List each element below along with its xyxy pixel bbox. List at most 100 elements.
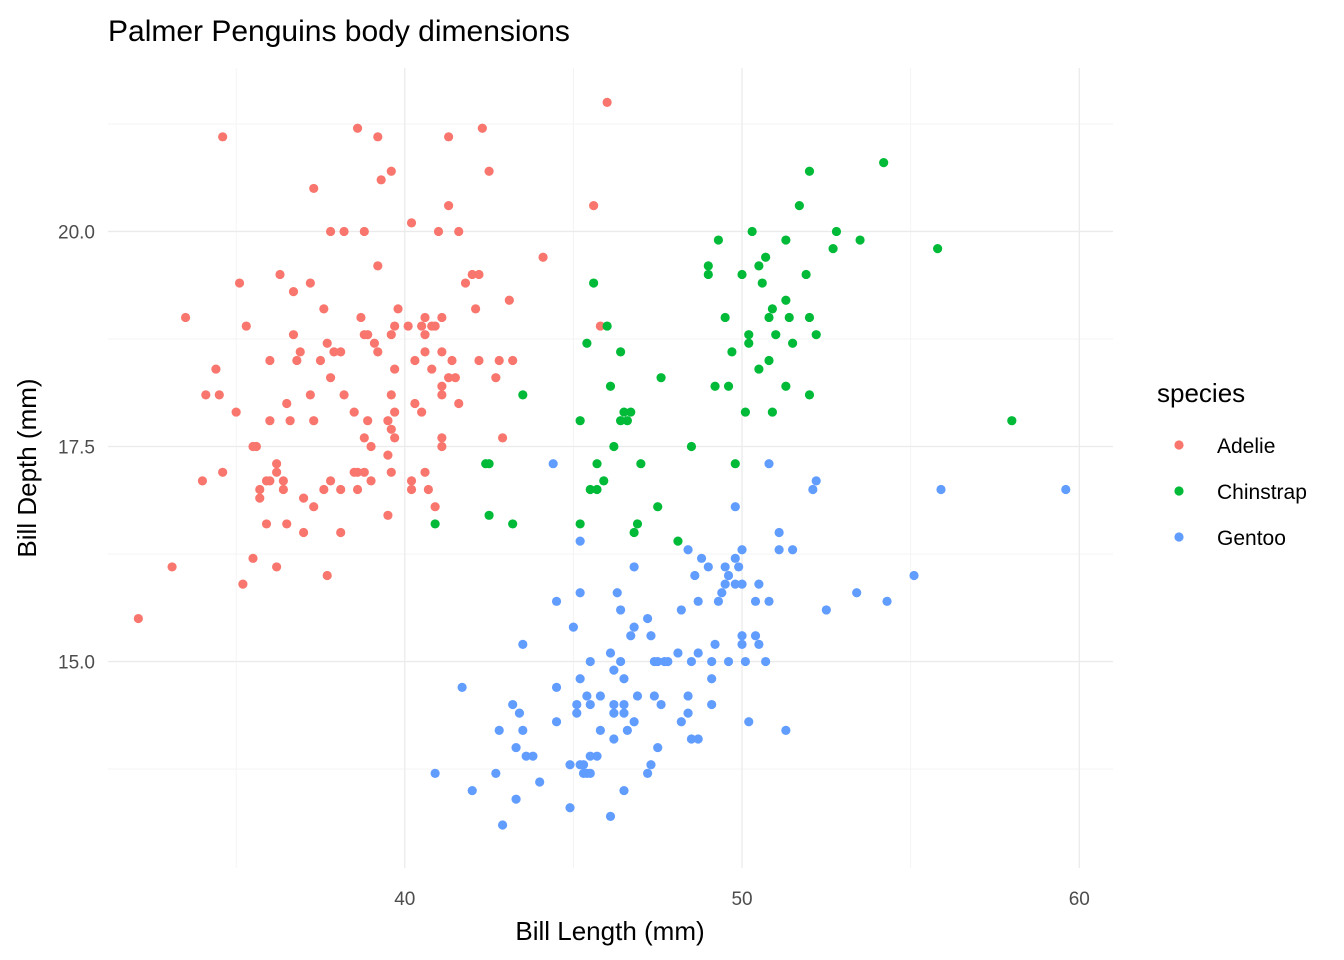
adelie-point [214, 390, 224, 400]
chinstrap-point [602, 321, 612, 331]
chinstrap-point [737, 269, 747, 280]
gentoo-point [572, 708, 582, 718]
y-tick-label: 20.0 [58, 222, 95, 243]
adelie-point [265, 416, 275, 426]
adelie-point [390, 321, 400, 331]
chinstrap-point [629, 527, 639, 538]
adelie-point [325, 476, 336, 486]
gentoo-point [585, 751, 595, 761]
adelie-point [339, 390, 349, 400]
adelie-point [474, 355, 484, 366]
gentoo-point [609, 665, 619, 675]
adelie-point [406, 484, 417, 495]
chinstrap-point [632, 519, 643, 529]
adelie-point [386, 330, 396, 340]
legend-title: species [1157, 378, 1245, 408]
gentoo-point [696, 553, 707, 563]
gentoo-point [720, 562, 730, 572]
gentoo-point [1061, 484, 1071, 495]
legend-gentoo-swatch [1174, 532, 1184, 542]
adelie-point [248, 553, 258, 563]
chinstrap-point [484, 510, 494, 520]
gentoo-point [619, 674, 629, 684]
adelie-point [430, 321, 440, 331]
legend-chinstrap-swatch [1174, 486, 1184, 496]
chinstrap-point [727, 347, 737, 357]
chinstrap-point [575, 519, 585, 529]
gentoo-point [737, 545, 747, 555]
gentoo-point [572, 699, 582, 710]
adelie-point [319, 304, 329, 314]
adelie-point [433, 226, 444, 237]
adelie-point [201, 390, 211, 400]
gentoo-point [585, 699, 595, 710]
adelie-point [272, 562, 282, 572]
adelie-point [376, 175, 386, 185]
adelie-point [390, 364, 400, 374]
gentoo-point [717, 588, 727, 598]
adelie-point [538, 252, 548, 262]
chinstrap-point [616, 416, 626, 426]
chinstrap-point [592, 459, 602, 469]
adelie-point [444, 132, 454, 142]
adelie-point [460, 278, 471, 288]
adelie-point [336, 527, 346, 538]
gentoo-point [494, 725, 504, 735]
gentoo-point [565, 760, 575, 770]
gentoo-point [511, 742, 521, 753]
chinstrap-point [730, 459, 740, 469]
chinstrap-point [811, 330, 821, 340]
adelie-point [437, 347, 447, 357]
adelie-point [315, 355, 326, 366]
gentoo-point [508, 699, 518, 710]
adelie-point [437, 381, 447, 391]
chinstrap-point [828, 244, 838, 254]
gentoo-point [740, 656, 750, 667]
gentoo-point [629, 717, 639, 727]
gentoo-point [528, 751, 538, 761]
gentoo-point [568, 622, 579, 632]
gentoo-point [686, 734, 697, 744]
chinstrap-point [767, 304, 777, 314]
adelie-point [595, 321, 605, 331]
chinstrap-point [622, 416, 632, 426]
adelie-point [292, 355, 302, 366]
adelie-point [444, 373, 454, 383]
adelie-point [390, 433, 400, 443]
gentoo-point [683, 545, 693, 555]
gentoo-point [642, 613, 653, 624]
major-gridlines [108, 68, 1113, 868]
gentoo-point [750, 631, 761, 641]
gentoo-point [764, 596, 774, 606]
chinstrap-point [720, 312, 730, 323]
x-tick-label: 50 [731, 889, 752, 910]
adelie-point [234, 278, 245, 288]
gentoo-point [518, 725, 528, 735]
gentoo-point [734, 562, 744, 572]
adelie-point [180, 312, 191, 323]
gentoo-point [730, 502, 740, 512]
chinstrap-point [599, 476, 609, 486]
gentoo-point [578, 760, 589, 770]
gentoo-point [467, 785, 477, 796]
gentoo-point [788, 545, 798, 555]
adelie-point [288, 287, 299, 297]
gentoo-point [629, 562, 639, 572]
gentoo-point [595, 691, 605, 701]
chinstrap-point [636, 459, 646, 469]
legend-items: Adelie Chinstrap Gentoo [1174, 435, 1307, 550]
chinstrap-point [673, 536, 683, 546]
x-tick-label: 60 [1069, 889, 1090, 910]
adelie-point [454, 398, 464, 409]
adelie-point [218, 132, 228, 142]
adelie-point [373, 347, 383, 357]
gentoo-point [693, 596, 703, 606]
gentoo-point [673, 648, 683, 658]
gentoo-point [491, 768, 501, 778]
gentoo-point [585, 768, 595, 778]
adelie-point [299, 493, 309, 503]
gentoo-point [616, 605, 626, 615]
legend-chinstrap-label: Chinstrap [1217, 481, 1307, 504]
chinstrap-point [794, 201, 804, 211]
adelie-point [420, 330, 430, 340]
